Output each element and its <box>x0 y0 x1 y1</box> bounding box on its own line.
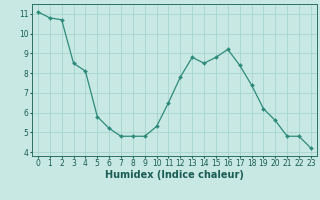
X-axis label: Humidex (Indice chaleur): Humidex (Indice chaleur) <box>105 170 244 180</box>
